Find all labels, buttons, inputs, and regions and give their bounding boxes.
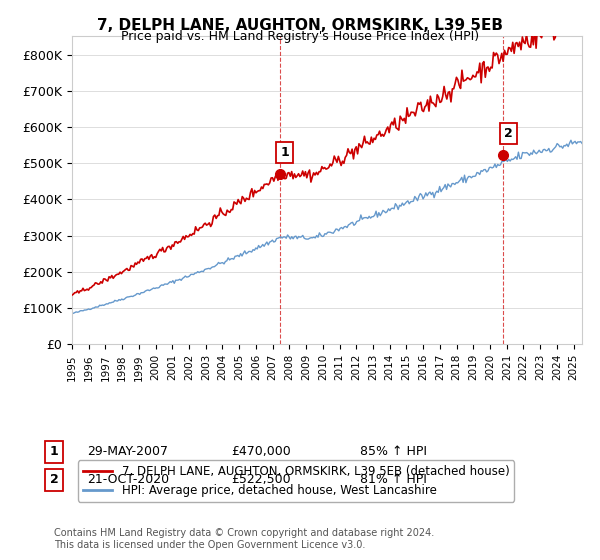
Text: 1: 1 <box>280 146 289 159</box>
Text: 2: 2 <box>504 127 513 140</box>
Text: Contains HM Land Registry data © Crown copyright and database right 2024.
This d: Contains HM Land Registry data © Crown c… <box>54 528 434 550</box>
Legend: 7, DELPH LANE, AUGHTON, ORMSKIRK, L39 5EB (detached house), HPI: Average price, : 7, DELPH LANE, AUGHTON, ORMSKIRK, L39 5E… <box>78 460 514 502</box>
Text: 81% ↑ HPI: 81% ↑ HPI <box>360 473 427 487</box>
Text: 2: 2 <box>50 473 58 487</box>
Text: £470,000: £470,000 <box>231 445 291 459</box>
Text: Price paid vs. HM Land Registry's House Price Index (HPI): Price paid vs. HM Land Registry's House … <box>121 30 479 43</box>
Text: 7, DELPH LANE, AUGHTON, ORMSKIRK, L39 5EB: 7, DELPH LANE, AUGHTON, ORMSKIRK, L39 5E… <box>97 18 503 34</box>
Text: 29-MAY-2007: 29-MAY-2007 <box>87 445 168 459</box>
Text: 85% ↑ HPI: 85% ↑ HPI <box>360 445 427 459</box>
Text: 1: 1 <box>50 445 58 459</box>
Text: 21-OCT-2020: 21-OCT-2020 <box>87 473 169 487</box>
Text: £522,500: £522,500 <box>231 473 290 487</box>
